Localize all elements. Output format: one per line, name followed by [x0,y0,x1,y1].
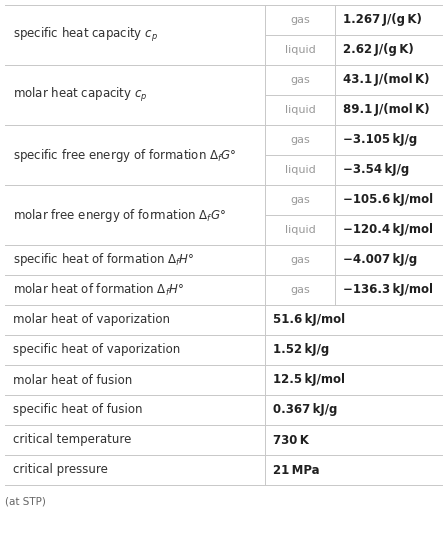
Text: −136.3 kJ/mol: −136.3 kJ/mol [343,283,433,296]
Text: liquid: liquid [285,105,316,115]
Text: (at STP): (at STP) [5,497,46,507]
Text: specific heat of fusion: specific heat of fusion [13,403,143,416]
Text: −4.007 kJ/g: −4.007 kJ/g [343,253,417,267]
Text: 89.1 J/(mol K): 89.1 J/(mol K) [343,104,430,117]
Text: molar heat capacity $c_p$: molar heat capacity $c_p$ [13,86,148,104]
Text: −120.4 kJ/mol: −120.4 kJ/mol [343,223,433,237]
Text: −3.105 kJ/g: −3.105 kJ/g [343,134,417,147]
Text: 1.52 kJ/g: 1.52 kJ/g [273,343,329,356]
Text: 21 MPa: 21 MPa [273,463,320,476]
Text: gas: gas [290,255,310,265]
Text: 51.6 kJ/mol: 51.6 kJ/mol [273,313,345,326]
Text: 730 K: 730 K [273,433,309,446]
Text: molar heat of vaporization: molar heat of vaporization [13,313,170,326]
Text: molar heat of fusion: molar heat of fusion [13,373,132,386]
Text: liquid: liquid [285,165,316,175]
Text: specific heat of vaporization: specific heat of vaporization [13,343,180,356]
Text: gas: gas [290,75,310,85]
Text: specific heat of formation $\Delta_f H°$: specific heat of formation $\Delta_f H°$ [13,251,194,269]
Text: −105.6 kJ/mol: −105.6 kJ/mol [343,193,433,207]
Text: gas: gas [290,285,310,295]
Text: gas: gas [290,135,310,145]
Text: gas: gas [290,15,310,25]
Text: molar heat of formation $\Delta_f H°$: molar heat of formation $\Delta_f H°$ [13,282,184,298]
Text: 1.267 J/(g K): 1.267 J/(g K) [343,14,422,27]
Text: −3.54 kJ/g: −3.54 kJ/g [343,164,409,177]
Text: gas: gas [290,195,310,205]
Text: liquid: liquid [285,225,316,235]
Text: molar free energy of formation $\Delta_f G°$: molar free energy of formation $\Delta_f… [13,207,226,223]
Text: specific heat capacity $c_p$: specific heat capacity $c_p$ [13,26,158,44]
Text: 0.367 kJ/g: 0.367 kJ/g [273,403,337,416]
Text: 12.5 kJ/mol: 12.5 kJ/mol [273,373,345,386]
Text: critical temperature: critical temperature [13,433,131,446]
Text: liquid: liquid [285,45,316,55]
Text: critical pressure: critical pressure [13,463,108,476]
Text: 2.62 J/(g K): 2.62 J/(g K) [343,44,414,57]
Text: specific free energy of formation $\Delta_f G°$: specific free energy of formation $\Delt… [13,147,236,164]
Text: 43.1 J/(mol K): 43.1 J/(mol K) [343,74,430,87]
